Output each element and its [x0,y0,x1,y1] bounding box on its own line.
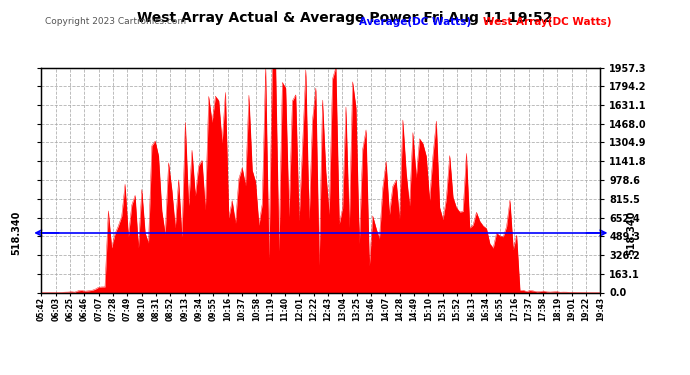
Text: 518.340: 518.340 [11,211,21,255]
Text: Average(DC Watts): Average(DC Watts) [359,17,471,27]
Text: West Array Actual & Average Power Fri Aug 11 19:52: West Array Actual & Average Power Fri Au… [137,11,553,25]
Text: West Array(DC Watts): West Array(DC Watts) [483,17,611,27]
Text: 518.340: 518.340 [626,211,636,255]
Text: Copyright 2023 Cartronics.com: Copyright 2023 Cartronics.com [45,17,186,26]
